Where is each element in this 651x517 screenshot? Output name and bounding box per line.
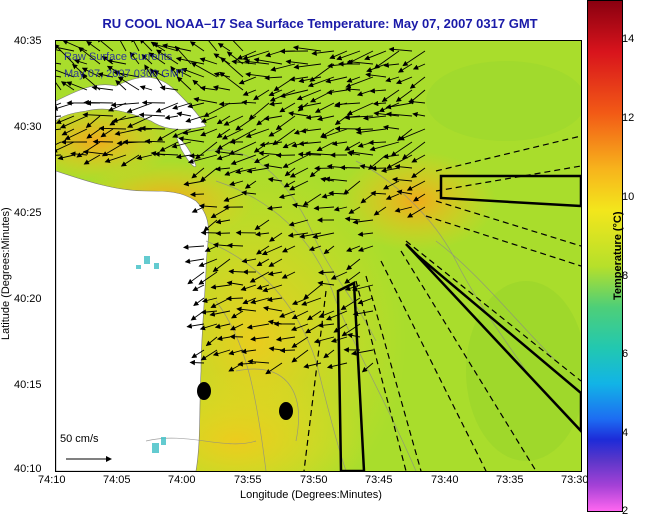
y-tick-label: 40:15 xyxy=(14,379,42,391)
current-vector xyxy=(341,168,360,169)
x-tick-label: 73:55 xyxy=(234,474,262,486)
colorbar-tick: 10 xyxy=(622,191,634,203)
cool-patch-northeast xyxy=(426,61,581,141)
colorbar-tick: 4 xyxy=(622,427,628,439)
overlay-title: Raw Surface Currents xyxy=(64,51,172,63)
x-tick-label: 74:10 xyxy=(38,474,66,486)
x-axis-title: Longitude (Degrees:Minutes) xyxy=(240,489,382,501)
current-vector xyxy=(190,362,204,363)
station-marker xyxy=(197,382,211,400)
sst-map: Raw Surface Currents May 07, 2007 0300 G… xyxy=(55,40,582,472)
station-marker xyxy=(279,402,293,420)
current-vector xyxy=(84,103,113,104)
x-tick-label: 73:45 xyxy=(365,474,393,486)
colorbar-tick: 6 xyxy=(622,348,628,360)
y-axis-title: Latitude (Degrees:Minutes) xyxy=(0,207,12,340)
y-tick-label: 40:25 xyxy=(14,207,42,219)
colorbar-tick: 12 xyxy=(622,112,634,124)
map-title: RU COOL NOAA–17 Sea Surface Temperature:… xyxy=(60,16,580,31)
sst-map-canvas xyxy=(56,41,581,471)
overlay-timestamp: May 07, 2007 0300 GMT xyxy=(64,68,186,80)
current-vector xyxy=(281,350,296,351)
x-tick-label: 74:05 xyxy=(103,474,131,486)
y-tick-label: 40:20 xyxy=(14,293,42,305)
y-tick-label: 40:35 xyxy=(14,35,42,47)
current-vector xyxy=(137,129,152,130)
land-bay-shore xyxy=(56,171,209,471)
x-tick-label: 74:00 xyxy=(168,474,196,486)
y-tick-label: 40:30 xyxy=(14,121,42,133)
x-tick-label: 73:40 xyxy=(431,474,459,486)
x-tick-label: 73:50 xyxy=(300,474,328,486)
x-tick-label: 73:30 xyxy=(561,474,589,486)
scale-arrow-label: 50 cm/s xyxy=(60,433,99,445)
colorbar-tick: 2 xyxy=(622,505,628,517)
colorbar-tick: 14 xyxy=(622,33,634,45)
x-tick-label: 73:35 xyxy=(496,474,524,486)
current-vector xyxy=(191,194,204,195)
colorbar-title: Temperature (°C) xyxy=(612,211,624,300)
